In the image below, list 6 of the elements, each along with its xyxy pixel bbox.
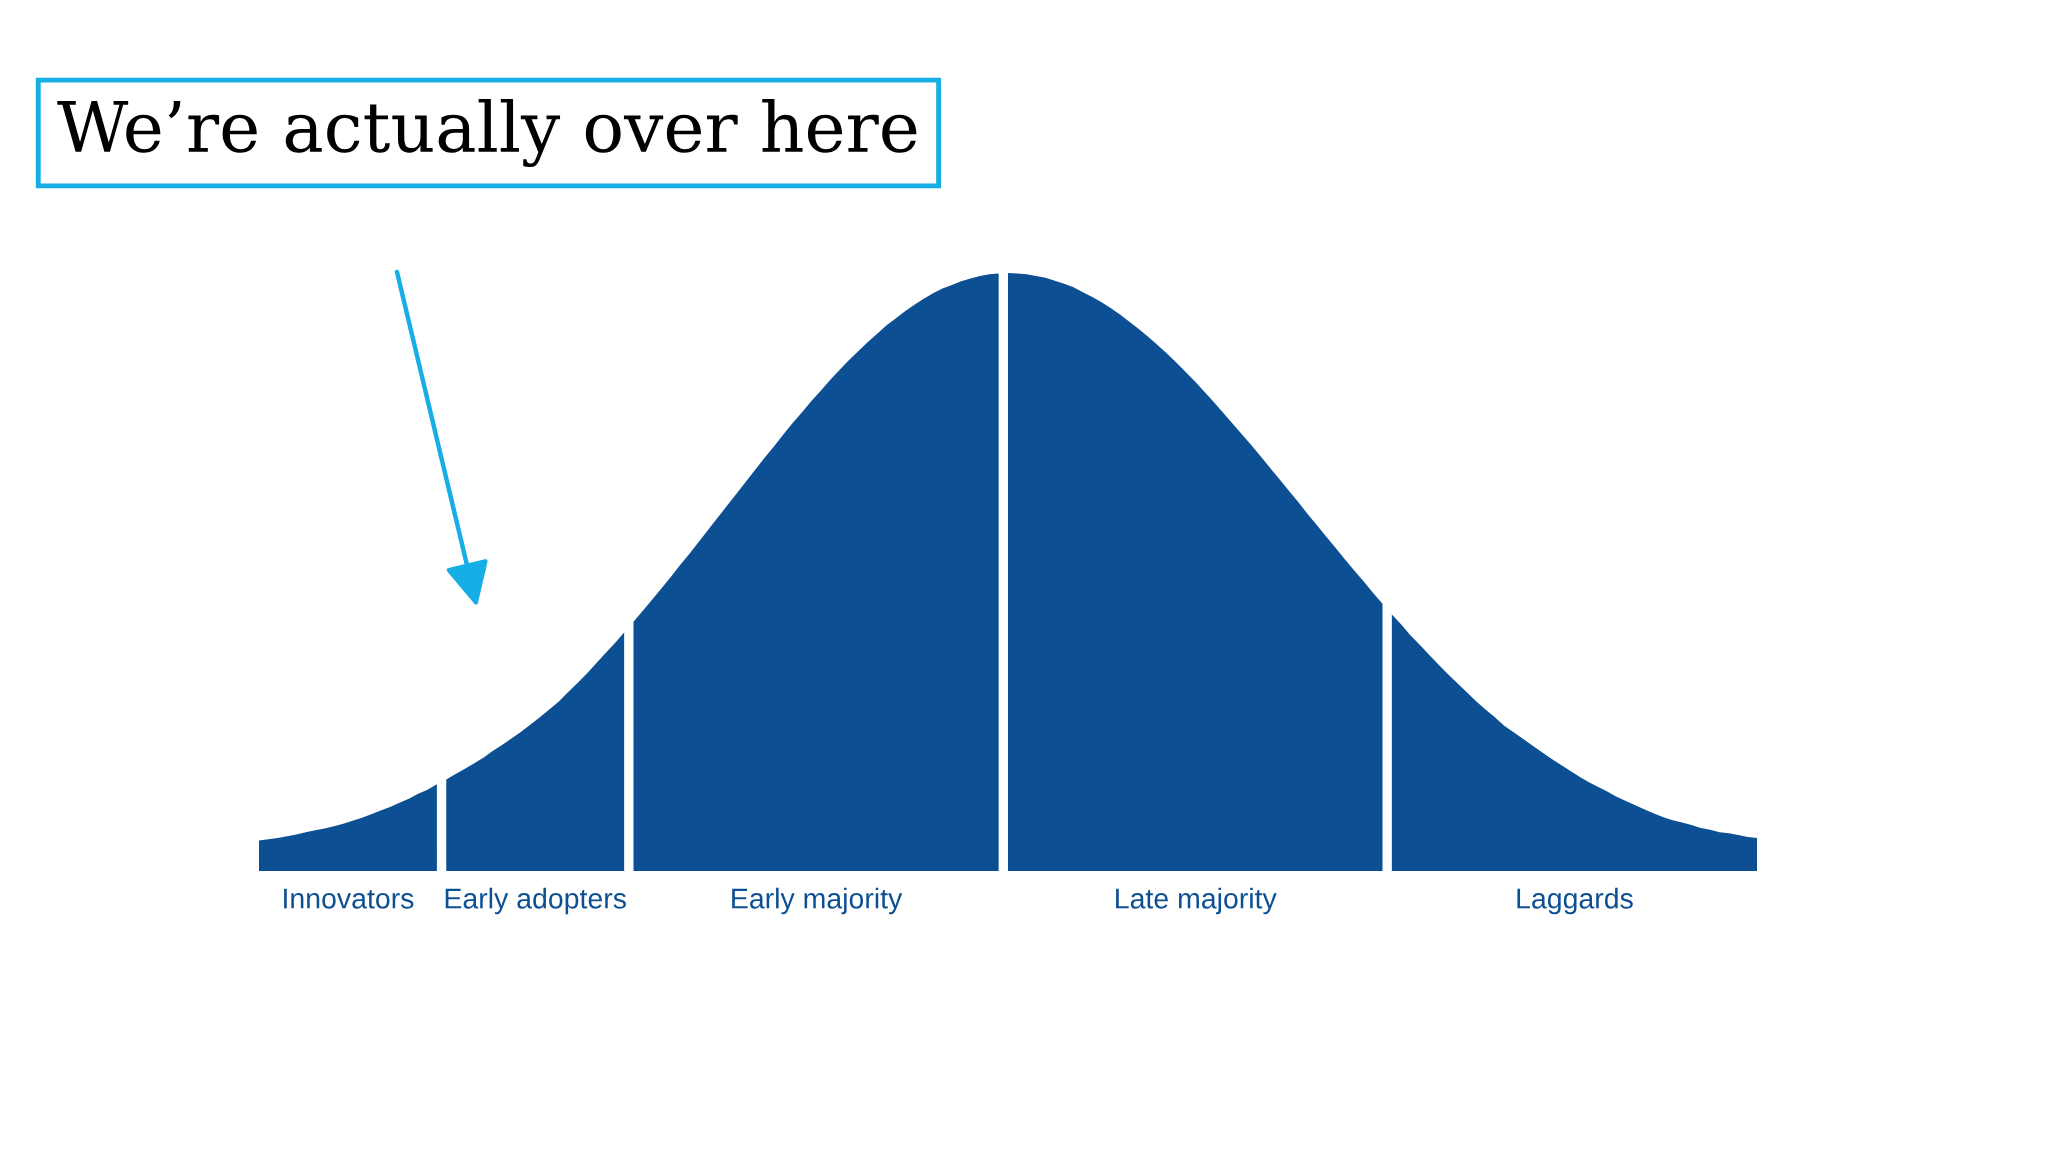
series-label: Innovators [284,888,414,909]
series-label: Early majority [732,887,903,915]
text: We’re actually over here [57,98,917,168]
series-label: Early adopters [445,887,626,915]
series-label: Late majority [1116,887,1277,915]
series-label: Laggards [1517,887,1633,915]
